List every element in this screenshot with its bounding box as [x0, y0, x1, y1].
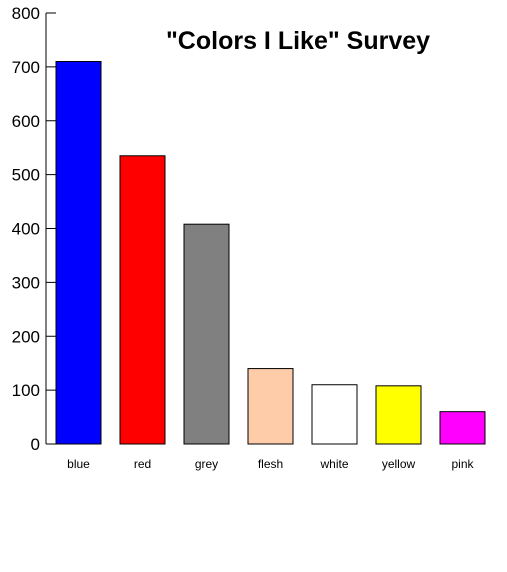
y-tick-label: 700 [12, 58, 40, 77]
y-tick-label: 400 [12, 220, 40, 239]
y-tick-label: 600 [12, 112, 40, 131]
bar-red [119, 155, 166, 445]
bar-yellow [375, 385, 422, 445]
y-tick-label: 200 [12, 327, 40, 346]
y-axis: 0 100 200 300 400 500 600 700 800 [12, 4, 56, 454]
x-axis-labels: blue red grey flesh white yellow pink [67, 457, 474, 471]
bar-white [311, 384, 358, 445]
y-tick-label: 0 [31, 435, 40, 454]
x-tick-label-blue: blue [67, 457, 90, 471]
bar-pink [439, 411, 486, 445]
chart-title: "Colors I Like" Survey [166, 27, 430, 55]
x-tick-label-red: red [134, 457, 151, 471]
x-tick-label-white: white [319, 457, 348, 471]
x-tick-label-yellow: yellow [382, 457, 416, 471]
bar-grey [183, 223, 230, 445]
x-tick-label-pink: pink [451, 457, 474, 471]
y-tick-label: 500 [12, 166, 40, 185]
bars [55, 60, 486, 445]
x-tick-label-grey: grey [195, 457, 218, 471]
y-tick-label: 100 [12, 381, 40, 400]
y-tick-label: 800 [12, 4, 40, 23]
y-tick-label: 300 [12, 273, 40, 292]
bar-flesh [247, 368, 294, 445]
x-tick-label-flesh: flesh [258, 457, 283, 471]
bar-blue [55, 60, 102, 445]
